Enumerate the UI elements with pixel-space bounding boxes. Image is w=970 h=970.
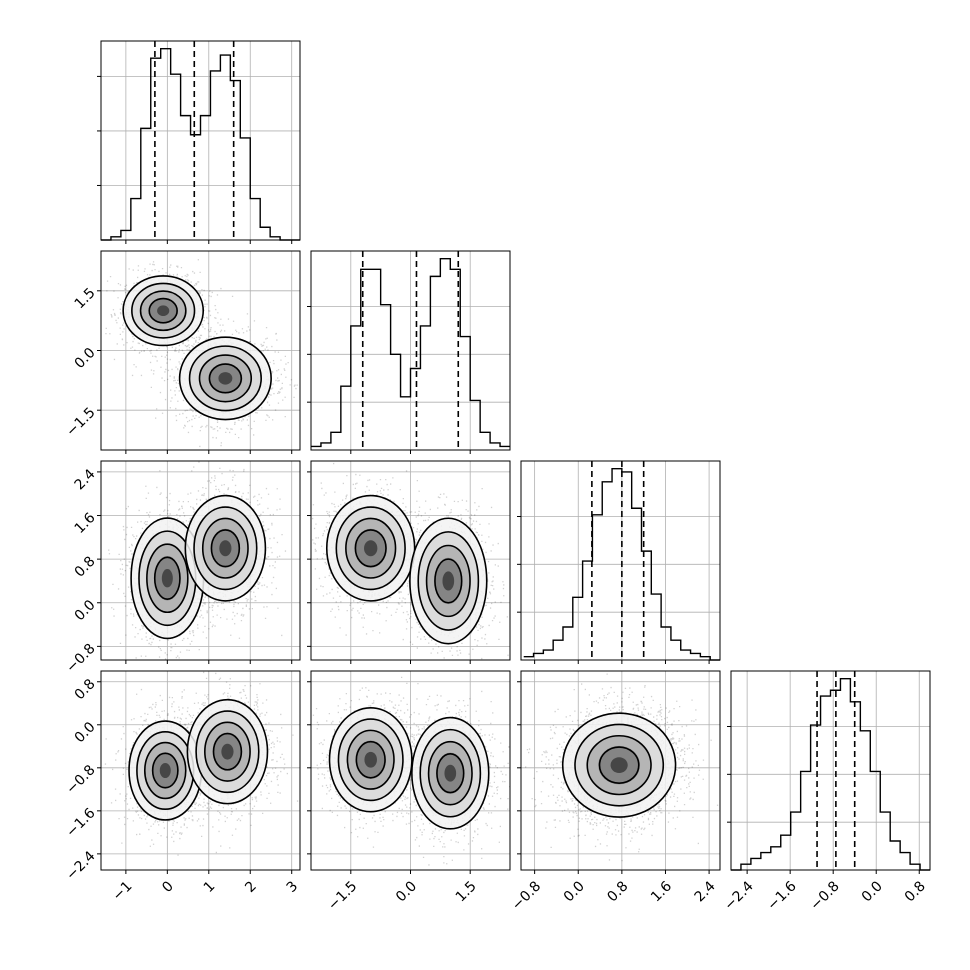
x-tick-label: 0	[159, 878, 177, 896]
contour-3-0-1-0	[186, 698, 269, 805]
x-tick-label: 3	[284, 878, 302, 896]
y-tick-label: 0.0	[72, 345, 99, 372]
contour-3-0-1-3	[212, 732, 243, 771]
x-tick-label: 1	[201, 878, 219, 896]
x-tick-label: 0.0	[561, 878, 588, 905]
histogram-step-2	[523, 467, 720, 661]
density-fill-3-1-1-4	[444, 764, 457, 782]
contour-3-0-1-1	[195, 710, 260, 794]
contour-3-0-0-3	[151, 752, 179, 789]
contour-3-1-1-1	[419, 728, 482, 818]
contour-2-1-0-3	[354, 529, 387, 568]
contour-3-1-1-2	[427, 740, 473, 806]
x-tick-label: −1.6	[764, 878, 799, 913]
x-tick-label: 0.8	[604, 878, 631, 905]
y-tick-label: −1.6	[63, 805, 98, 840]
panel-frame-0-0	[100, 40, 301, 241]
y-tick-label: 0.8	[72, 676, 99, 703]
x-tick-label: 0.8	[902, 878, 929, 905]
y-tick-label: −1.5	[63, 405, 98, 440]
contour-1-0-0-1	[131, 282, 196, 339]
contour-3-1-0-3	[355, 740, 386, 779]
y-tick-label: 2.4	[72, 466, 99, 493]
contour-2-1-0-1	[335, 506, 406, 591]
density-fill-3-0-0-4	[159, 762, 171, 779]
y-tick-label: −0.8	[63, 641, 98, 676]
contour-3-1-0-1	[337, 718, 404, 802]
x-tick-label: 0.0	[393, 878, 420, 905]
contour-2-0-1-0	[184, 494, 267, 602]
contour-3-2-0-0	[561, 712, 677, 818]
panel-frame-2-2	[520, 460, 721, 661]
x-tick-label: 1.5	[453, 878, 480, 905]
contour-2-1-1-0	[409, 517, 488, 645]
y-tick-label: 1.5	[72, 285, 99, 312]
y-tick-label: 0.0	[72, 597, 99, 624]
x-tick-label: −2.4	[721, 878, 756, 913]
x-tick-label: 2.4	[692, 878, 719, 905]
contour-3-0-1-2	[204, 721, 251, 782]
contour-2-0-1-3	[210, 529, 241, 568]
y-tick-label: 0.0	[72, 719, 99, 746]
panel-frame-3-2	[520, 670, 721, 871]
contour-3-1-0-2	[346, 729, 395, 790]
panel-frame-2-0	[100, 460, 301, 661]
x-tick-label: 1.6	[648, 878, 675, 905]
histogram-step-1	[311, 257, 510, 448]
x-tick-label: 0.0	[859, 878, 886, 905]
density-fill-3-2-0-4	[610, 757, 628, 774]
contour-1-0-1-3	[208, 363, 243, 394]
contour-1-0-0-2	[139, 290, 187, 332]
contour-3-1-1-3	[436, 753, 465, 794]
density-fill-2-0-0-4	[161, 569, 173, 588]
density-fill-2-1-1-4	[442, 571, 455, 591]
contour-3-2-0-1	[574, 723, 665, 807]
contour-2-0-1-2	[201, 517, 249, 579]
y-tick-label: −0.8	[63, 762, 98, 797]
contour-2-1-1-3	[434, 558, 463, 604]
contour-3-1-0-0	[328, 706, 413, 813]
contour-3-2-0-3	[598, 746, 640, 784]
histogram-step-3	[731, 677, 930, 871]
contour-2-1-1-1	[417, 531, 480, 631]
density-fill-2-0-1-4	[219, 540, 232, 557]
y-tick-label: 0.8	[72, 553, 99, 580]
density-fill-1-0-0-4	[157, 305, 170, 316]
histogram-step-0	[101, 47, 300, 241]
x-tick-label: 2	[242, 878, 260, 896]
contour-1-0-0-0	[122, 275, 205, 347]
contour-2-0-1-1	[193, 506, 258, 591]
contour-2-1-0-2	[345, 517, 397, 579]
density-fill-1-0-1-4	[218, 372, 233, 385]
x-tick-label: −0.8	[807, 878, 842, 913]
contour-3-1-1-0	[411, 716, 490, 830]
x-tick-label: −0.8	[509, 878, 544, 913]
contour-1-0-1-2	[198, 354, 253, 403]
contour-3-2-0-2	[586, 734, 652, 796]
y-tick-label: −2.4	[63, 848, 98, 883]
panel-frame-3-3	[730, 670, 931, 871]
density-fill-2-1-0-4	[364, 540, 378, 557]
panel-frame-3-0	[100, 670, 301, 871]
x-tick-label: −1	[110, 878, 136, 904]
x-tick-label: −1.5	[325, 878, 360, 913]
y-tick-label: 1.6	[72, 510, 99, 537]
contour-1-0-1-1	[188, 345, 262, 412]
contour-2-1-1-2	[425, 544, 471, 618]
contour-2-0-0-3	[153, 556, 181, 600]
density-fill-3-1-0-4	[364, 751, 377, 768]
contour-3-0-0-2	[143, 741, 187, 800]
contour-2-0-0-2	[146, 543, 189, 614]
density-fill-3-0-1-4	[221, 743, 234, 760]
contour-1-0-0-3	[148, 297, 178, 324]
contour-1-0-1-0	[178, 336, 272, 421]
